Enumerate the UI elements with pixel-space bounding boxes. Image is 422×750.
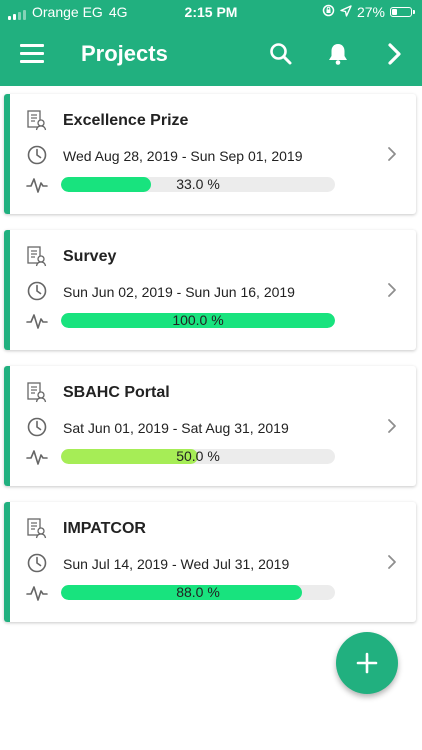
status-left: Orange EG 4G bbox=[8, 4, 128, 20]
progress-track bbox=[61, 313, 335, 328]
progress-label: 100.0 % bbox=[172, 312, 224, 328]
project-dates: Wed Aug 28, 2019 - Sun Sep 01, 2019 bbox=[63, 148, 303, 164]
status-right: 27% bbox=[322, 4, 415, 20]
plus-icon bbox=[356, 652, 378, 674]
clock-icon bbox=[26, 280, 48, 302]
activity-icon bbox=[26, 310, 48, 332]
menu-icon[interactable] bbox=[20, 44, 44, 64]
activity-icon bbox=[26, 174, 48, 196]
card-accent bbox=[4, 502, 10, 622]
chevron-right-icon[interactable] bbox=[386, 146, 398, 162]
progress-label: 88.0 % bbox=[176, 584, 220, 600]
add-project-button[interactable] bbox=[336, 632, 398, 694]
progress-track bbox=[61, 449, 335, 464]
clock: 2:15 PM bbox=[184, 4, 238, 20]
progress-track bbox=[61, 585, 335, 600]
project-icon bbox=[26, 109, 48, 131]
progress-track bbox=[61, 177, 335, 192]
project-name: IMPATCOR bbox=[63, 520, 146, 537]
card-accent bbox=[4, 230, 10, 350]
orientation-lock-icon bbox=[322, 4, 335, 20]
activity-icon bbox=[26, 582, 48, 604]
battery-icon bbox=[390, 7, 415, 17]
search-icon[interactable] bbox=[268, 41, 294, 67]
progress-fill bbox=[61, 313, 335, 328]
clock-icon bbox=[26, 416, 48, 438]
project-icon bbox=[26, 381, 48, 403]
chevron-right-icon[interactable] bbox=[386, 418, 398, 434]
progress-fill bbox=[61, 585, 303, 600]
app-bar: Projects bbox=[0, 24, 422, 86]
card-accent bbox=[4, 366, 10, 486]
location-icon bbox=[340, 4, 352, 20]
project-icon bbox=[26, 517, 48, 539]
page-title: Projects bbox=[81, 41, 168, 66]
project-card[interactable]: Survey Sun Jun 02, 2019 - Sun Jun 16, 201… bbox=[4, 230, 416, 350]
progress-label: 50.0 % bbox=[176, 448, 220, 464]
project-dates: Sun Jul 14, 2019 - Wed Jul 31, 2019 bbox=[63, 556, 290, 572]
progress-label: 33.0 % bbox=[176, 176, 220, 192]
status-bar: Orange EG 4G 2:15 PM 27% bbox=[0, 0, 422, 24]
project-dates: Sun Jun 02, 2019 - Sun Jun 16, 2019 bbox=[63, 284, 295, 300]
progress-fill bbox=[61, 177, 152, 192]
project-dates: Sat Jun 01, 2019 - Sat Aug 31, 2019 bbox=[63, 420, 289, 436]
signal-icon bbox=[8, 8, 26, 20]
project-name: Excellence Prize bbox=[63, 112, 189, 129]
chevron-right-icon[interactable] bbox=[386, 554, 398, 570]
project-name: Survey bbox=[63, 248, 117, 265]
activity-icon bbox=[26, 446, 48, 468]
battery-percent: 27% bbox=[356, 4, 385, 20]
clock-icon bbox=[26, 144, 48, 166]
clock-icon bbox=[26, 552, 48, 574]
card-accent bbox=[4, 94, 10, 214]
project-card[interactable]: IMPATCOR Sun Jul 14, 2019 - Wed Jul 31, 2… bbox=[4, 502, 416, 622]
bell-icon[interactable] bbox=[325, 41, 351, 67]
chevron-right-icon[interactable] bbox=[386, 282, 398, 298]
project-card[interactable]: SBAHC Portal Sat Jun 01, 2019 - Sat Aug 3… bbox=[4, 366, 416, 486]
chevron-right-icon[interactable] bbox=[382, 41, 408, 67]
network-label: 4G bbox=[108, 4, 128, 20]
project-card[interactable]: Excellence Prize Wed Aug 28, 2019 - Sun S… bbox=[4, 94, 416, 214]
carrier-label: Orange EG bbox=[32, 4, 103, 20]
project-name: SBAHC Portal bbox=[63, 384, 170, 401]
project-icon bbox=[26, 245, 48, 267]
progress-fill bbox=[61, 449, 198, 464]
